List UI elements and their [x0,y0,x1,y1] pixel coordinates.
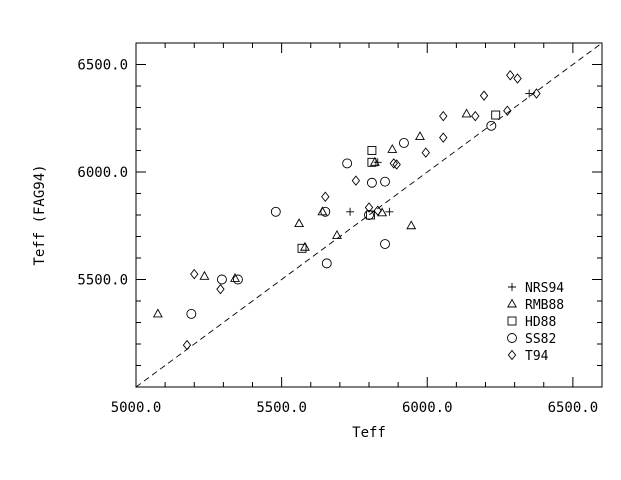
y-axis-title: Teff (FAG94) [32,164,48,265]
data-point-t94 [190,268,199,280]
data-point-ss82 [486,120,497,131]
data-point-rmb88 [152,308,163,318]
identity-dashed-line [135,42,603,388]
data-point-t94 [364,202,374,213]
data-point-ss82 [321,258,332,269]
legend: NRS94 RMB88 HD88 SS82 T94 [507,281,564,364]
data-point-nrs94 [385,207,394,216]
data-point-rmb88 [294,218,305,228]
data-point-rmb88 [415,131,425,140]
data-point-ss82 [399,138,409,148]
data-point-nrs94 [346,207,355,216]
data-points [152,70,541,351]
data-point-ss82 [366,177,377,188]
legend-marker-nrs94 [508,283,516,291]
data-point-hd88 [491,110,501,120]
data-point-t94 [321,191,330,202]
data-point-t94 [351,175,361,186]
legend-marker-t94 [507,349,517,361]
legend-label-ss82: SS82 [525,332,556,347]
data-point-rmb88 [317,206,328,216]
data-point-hd88 [367,146,377,155]
data-point-t94 [439,110,448,122]
data-point-hd88 [297,243,307,253]
reference-line [135,42,603,388]
tick-labels: 5000.0 5500.0 6000.0 6500.0 5500.0 6000.0 6500… [77,58,598,417]
data-point-t94 [389,158,398,169]
data-point-t94 [479,90,489,101]
data-point-t94 [532,88,541,99]
legend-label-rmb88: RMB88 [525,298,564,313]
data-point-ss82 [270,206,281,217]
x-tick-label: 6000.0 [402,400,453,416]
data-point-rmb88 [377,207,388,217]
data-point-t94 [392,159,401,170]
x-tick-label: 6500.0 [548,400,599,416]
data-point-t94 [216,283,225,295]
data-point-rmb88 [461,108,472,118]
x-tick-label: 5500.0 [256,400,307,416]
data-point-rmb88 [331,230,342,239]
y-tick-label: 5500.0 [77,273,128,289]
x-tick-label: 5000.0 [111,400,162,416]
legend-marker-ss82 [507,333,517,343]
data-point-ss82 [216,274,227,285]
x-axis-title: Teff [352,425,386,441]
data-point-t94 [513,73,522,84]
data-point-rmb88 [299,241,310,251]
legend-marker-rmb88 [507,298,517,308]
axis-ticks [135,42,603,388]
data-point-ss82 [186,308,197,319]
data-point-ss82 [364,210,374,220]
legend-label-hd88: HD88 [525,315,556,330]
y-tick-label: 6000.0 [77,165,128,181]
data-point-t94 [373,205,382,216]
legend-label-nrs94: NRS94 [525,281,564,296]
data-point-t94 [421,147,430,158]
data-point-rmb88 [406,220,417,230]
data-point-rmb88 [369,156,380,166]
data-point-nrs94 [525,89,534,98]
data-point-rmb88 [387,144,398,153]
data-point-ss82 [232,274,243,285]
data-point-ss82 [320,206,331,217]
legend-marker-hd88 [507,316,517,326]
data-point-rmb88 [230,273,240,282]
legend-label-t94: T94 [525,349,549,364]
data-point-hd88 [367,157,377,167]
data-point-ss82 [342,158,353,169]
data-point-t94 [503,105,512,116]
data-point-ss82 [380,176,390,187]
data-point-t94 [471,110,480,122]
data-point-t94 [439,132,448,143]
y-tick-label: 6500.0 [77,58,128,74]
data-point-rmb88 [199,270,210,280]
data-point-t94 [182,339,192,351]
data-point-ss82 [380,239,390,249]
data-point-t94 [506,70,515,81]
